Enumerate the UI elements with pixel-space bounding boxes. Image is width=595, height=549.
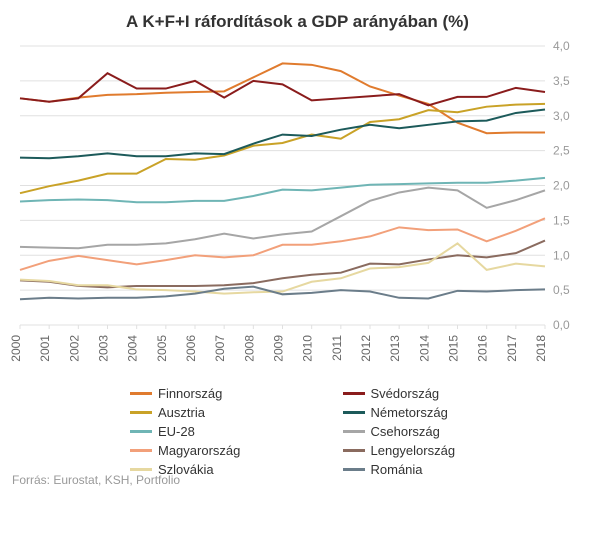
legend-swatch: [343, 468, 365, 471]
y-tick-label: 2,5: [553, 144, 570, 158]
series-line: [20, 287, 545, 300]
legend-swatch: [130, 468, 152, 471]
series-line: [20, 218, 545, 270]
y-tick-label: 3,0: [553, 109, 570, 123]
legend-label: Lengyelország: [371, 443, 456, 458]
legend-label: EU-28: [158, 424, 195, 439]
legend-item: Ausztria: [130, 405, 343, 420]
legend-item: Németország: [343, 405, 556, 420]
x-tick-label: 2006: [184, 335, 198, 362]
y-tick-label: 0,5: [553, 283, 570, 297]
x-tick-label: 2016: [476, 335, 490, 362]
series-line: [20, 188, 545, 249]
plot-area: 0,0 0,5 1,0 1,5 2,0 2,5 3,0 3,5 4,0 2000 2001 2002 2…: [10, 40, 585, 380]
x-tick-label: 2000: [10, 335, 23, 362]
series-line: [20, 243, 545, 293]
chart-title: A K+F+I ráfordítások a GDP arányában (%): [10, 12, 585, 32]
legend-label: Németország: [371, 405, 448, 420]
x-tick-label: 2009: [272, 335, 286, 362]
x-tick-label: 2018: [534, 335, 548, 362]
legend-swatch: [130, 449, 152, 452]
y-tick-label: 1,0: [553, 248, 570, 262]
legend-item: Csehország: [343, 424, 556, 439]
legend-swatch: [343, 449, 365, 452]
x-tick-label: 2010: [301, 335, 315, 362]
legend-label: Csehország: [371, 424, 440, 439]
y-tick-label: 0,0: [553, 318, 570, 332]
series-line: [20, 63, 545, 133]
legend-label: Finnország: [158, 386, 222, 401]
y-tick-label: 3,5: [553, 74, 570, 88]
legend-item: Lengyelország: [343, 443, 556, 458]
series-line: [20, 178, 545, 202]
legend-label: Ausztria: [158, 405, 205, 420]
chart-container: A K+F+I ráfordítások a GDP arányában (%)…: [0, 0, 595, 549]
legend-label: Svédország: [371, 386, 440, 401]
legend-label: Románia: [371, 462, 423, 477]
x-tick-label: 2007: [213, 335, 227, 362]
x-tick-label: 2003: [97, 335, 111, 362]
x-tick-label: 2011: [330, 335, 344, 361]
y-tick-label: 4,0: [553, 40, 570, 53]
legend-item: Finnország: [130, 386, 343, 401]
x-tick-label: 2017: [505, 335, 519, 362]
legend-swatch: [343, 392, 365, 395]
x-tick-label: 2005: [155, 335, 169, 362]
legend-item: EU-28: [130, 424, 343, 439]
legend-swatch: [343, 411, 365, 414]
x-tick-label: 2014: [417, 335, 431, 362]
chart-svg: 0,0 0,5 1,0 1,5 2,0 2,5 3,0 3,5 4,0 2000 2001 2002 2…: [10, 40, 585, 380]
x-tick-label: 2013: [388, 335, 402, 362]
x-tick-label: 2004: [126, 335, 140, 362]
x-tick-label: 2001: [38, 335, 52, 362]
x-tick-label: 2002: [67, 335, 81, 362]
legend-swatch: [130, 392, 152, 395]
legend-label: Magyarország: [158, 443, 240, 458]
y-tick-label: 1,5: [553, 213, 570, 227]
x-tick-label: 2008: [242, 335, 256, 362]
legend-swatch: [130, 430, 152, 433]
series-line: [20, 104, 545, 193]
source-label: Forrás: Eurostat, KSH, Portfolio: [12, 473, 180, 487]
x-tick-label: 2015: [447, 335, 461, 362]
x-tick-label: 2012: [359, 335, 373, 362]
series-line: [20, 73, 545, 105]
legend-item: Magyarország: [130, 443, 343, 458]
series-line: [20, 241, 545, 288]
legend: Finnország Svédország Ausztria Németország E…: [10, 386, 585, 481]
legend-item: Románia: [343, 462, 556, 477]
y-tick-label: 2,0: [553, 179, 570, 193]
legend-swatch: [130, 411, 152, 414]
legend-item: Svédország: [343, 386, 556, 401]
legend-swatch: [343, 430, 365, 433]
